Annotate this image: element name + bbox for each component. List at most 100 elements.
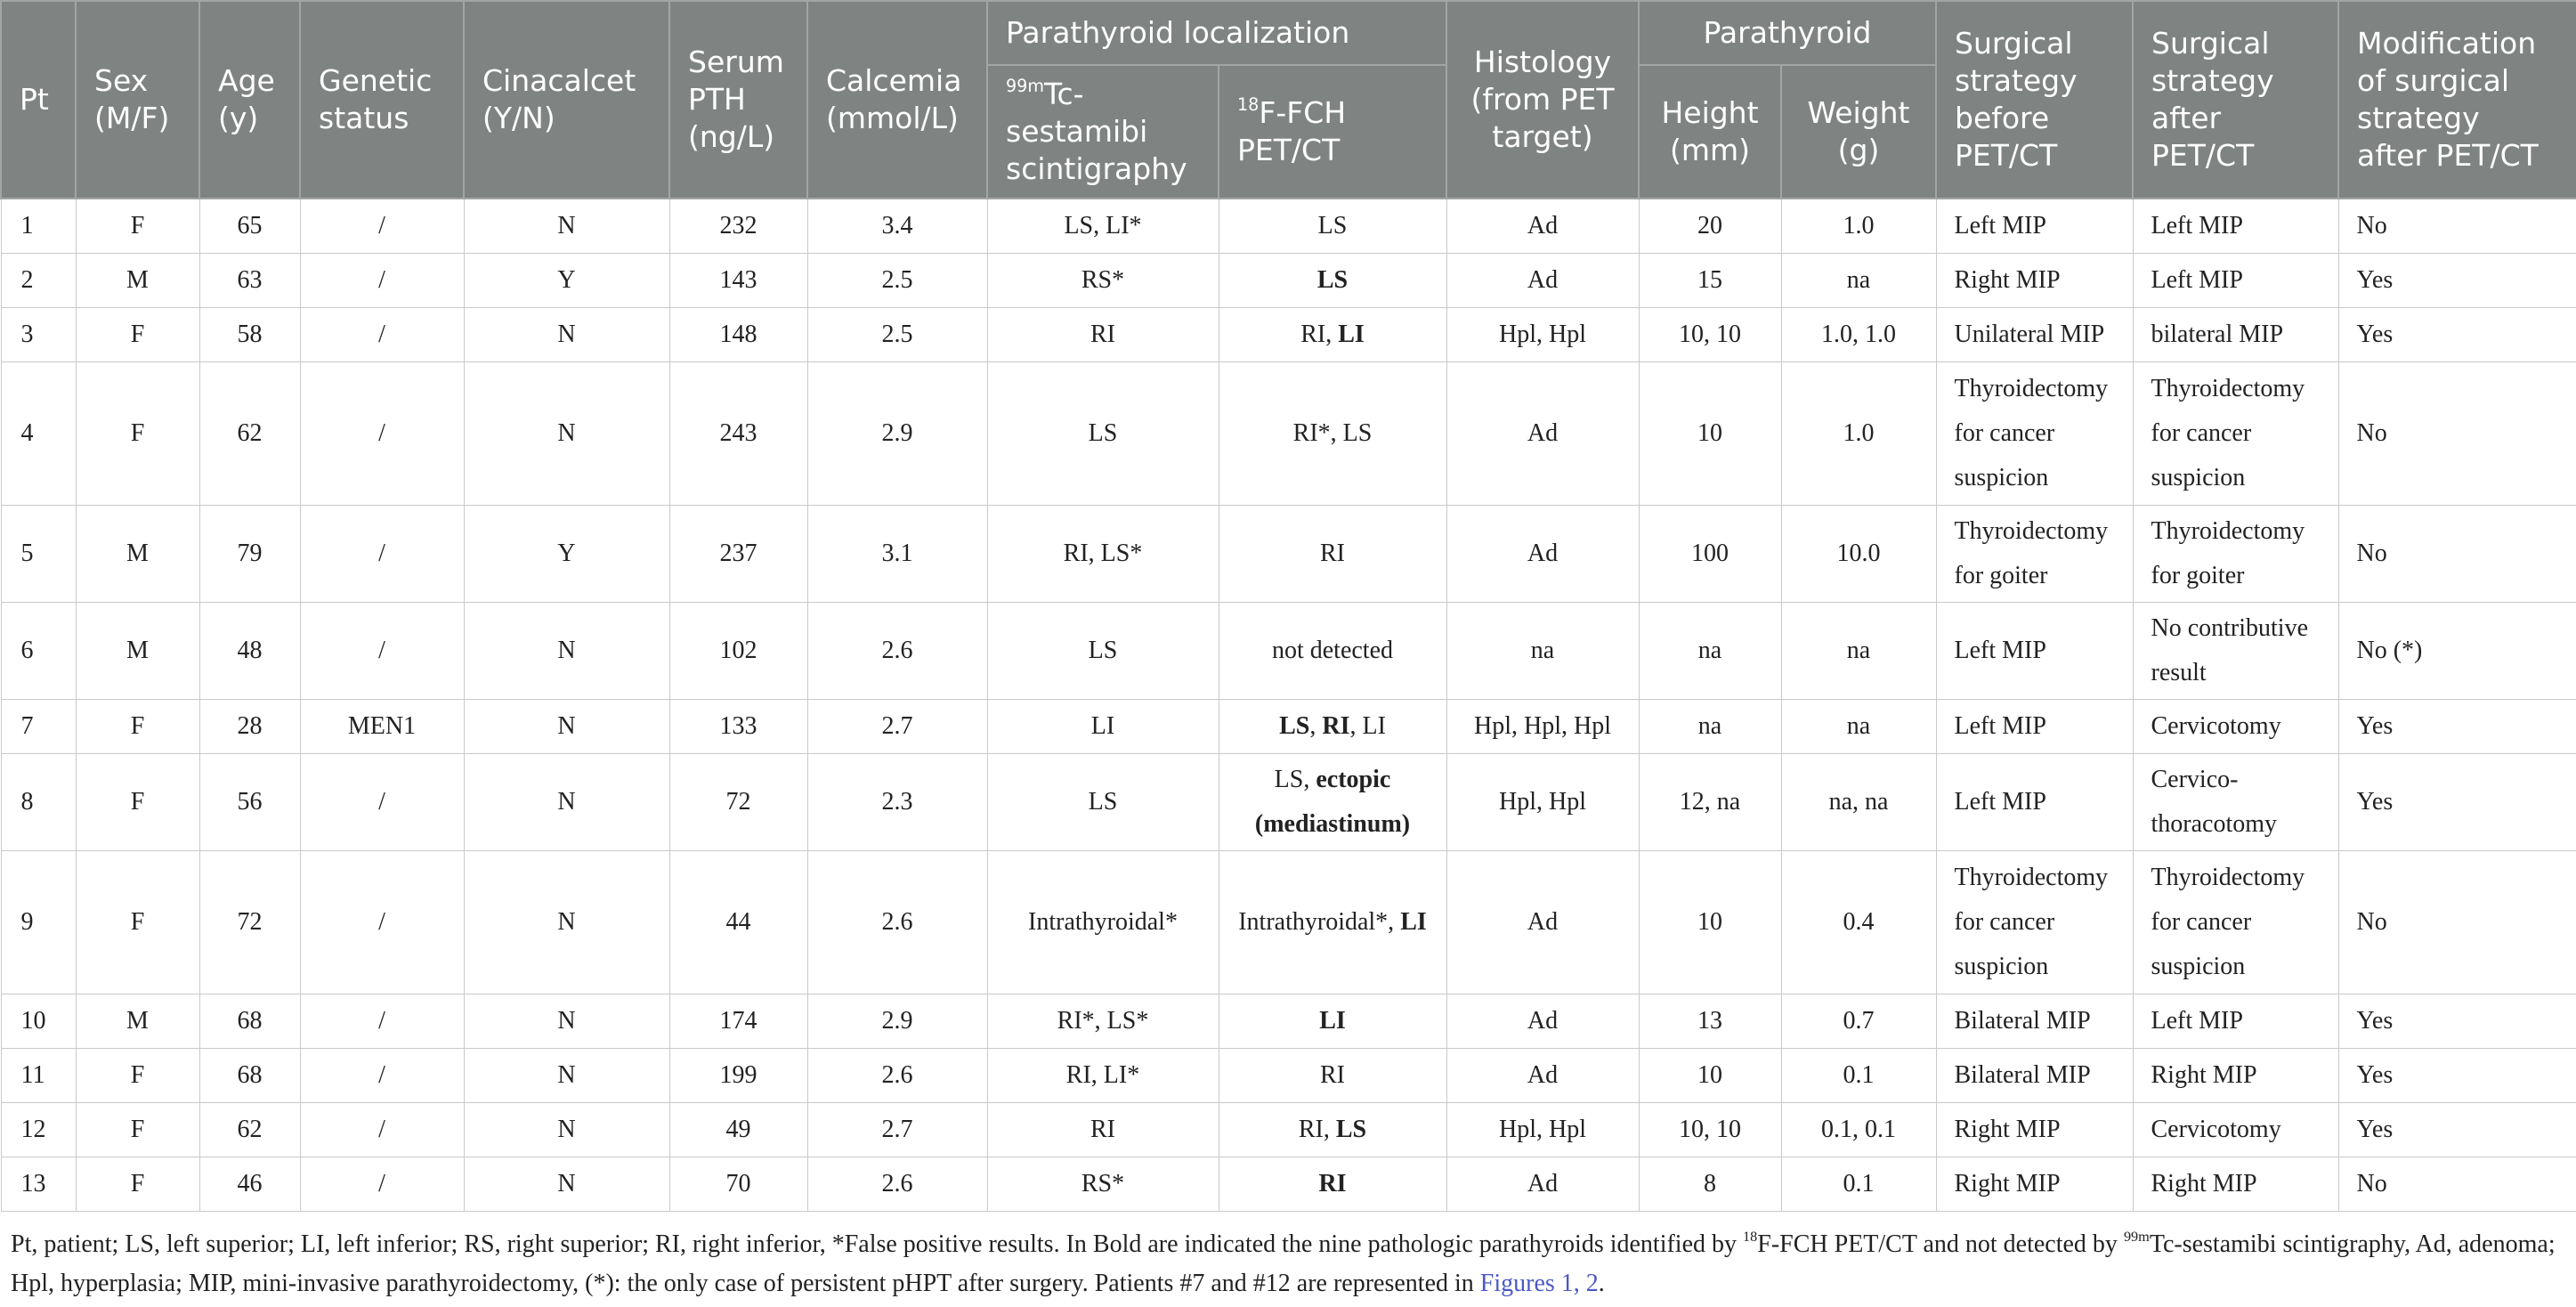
cell-strategy-after: Thyroidectomy for cancer suspicion bbox=[2132, 361, 2339, 506]
cell-height: na bbox=[1638, 699, 1782, 754]
cell-weight: 0.1 bbox=[1780, 1048, 1937, 1103]
cell-height: 10, 10 bbox=[1638, 307, 1782, 362]
cell-histology: Ad bbox=[1446, 1048, 1640, 1103]
pet-finding: RI, bbox=[1300, 321, 1339, 348]
cell-modification: Yes bbox=[2337, 699, 2576, 754]
cell-sex: F bbox=[75, 307, 200, 362]
cell-pet-ct: LS bbox=[1218, 198, 1447, 254]
cell-age: 46 bbox=[198, 1157, 301, 1212]
cell-pet-ct: LS bbox=[1218, 253, 1447, 308]
cell-strategy-before: Unilateral MIP bbox=[1935, 307, 2134, 362]
cell-scintigraphy: LS bbox=[986, 361, 1219, 506]
cell-calcemia: 3.1 bbox=[806, 505, 988, 603]
table-row: 13 F 46/N 70 2.6 RS* RI Ad 8 0.1 Right MIP Right MI… bbox=[0, 1157, 2576, 1212]
cell-scintigraphy: RS* bbox=[986, 1157, 1219, 1212]
cell-height: 10 bbox=[1638, 850, 1782, 994]
cell-genetic-status: / bbox=[299, 361, 465, 506]
cell-height: 10 bbox=[1638, 361, 1782, 506]
cell-modification: No bbox=[2337, 850, 2576, 994]
pet-finding: RI bbox=[1320, 540, 1345, 567]
cell-serum-pth: 70 bbox=[668, 1157, 808, 1212]
cell-strategy-after: Right MIP bbox=[2132, 1048, 2339, 1103]
cell-cinacalcet: N bbox=[463, 994, 670, 1049]
pet-finding-bold: LS bbox=[1335, 1116, 1367, 1143]
cell-serum-pth: 102 bbox=[668, 602, 808, 700]
pet-finding: Intrathyroidal*, bbox=[1238, 908, 1401, 936]
cell-age: 72 bbox=[198, 850, 301, 994]
cell-cinacalcet: Y bbox=[463, 253, 670, 308]
cell-weight: 0.1 bbox=[1780, 1157, 1937, 1212]
cell-sex: F bbox=[75, 850, 200, 994]
cell-cinacalcet: N bbox=[463, 602, 670, 700]
cell-sex: F bbox=[75, 1102, 200, 1157]
cell-serum-pth: 44 bbox=[668, 850, 808, 994]
pet-finding-bold: LS bbox=[1316, 266, 1349, 294]
cell-strategy-before: Left MIP bbox=[1935, 699, 2134, 754]
cell-histology: Ad bbox=[1446, 994, 1640, 1049]
cell-modification: No bbox=[2337, 198, 2576, 254]
cell-age: 68 bbox=[198, 1048, 301, 1103]
cell-strategy-after: No contributive result bbox=[2132, 602, 2339, 700]
cell-pet-ct: RI, LI bbox=[1218, 307, 1447, 362]
pet-finding: LS bbox=[1317, 212, 1348, 239]
pet-finding-bold: LI bbox=[1400, 908, 1427, 936]
cell-strategy-after: Thyroidectomy for goiter bbox=[2132, 505, 2339, 603]
cell-histology: Hpl, Hpl bbox=[1446, 307, 1640, 362]
cell-modification: Yes bbox=[2337, 307, 2576, 362]
cell-sex: M bbox=[75, 994, 200, 1049]
cell-strategy-before: Bilateral MIP bbox=[1935, 994, 2134, 1049]
pet-finding: not detected bbox=[1271, 637, 1394, 664]
cell-pet-ct: RI bbox=[1218, 1157, 1447, 1212]
cell-scintigraphy: Intrathyroidal* bbox=[986, 850, 1219, 994]
cell-age: 62 bbox=[198, 361, 301, 506]
cell-pet-ct: LS, RI, LI bbox=[1218, 699, 1447, 754]
cell-histology: Ad bbox=[1446, 253, 1640, 308]
cell-weight: na bbox=[1780, 602, 1937, 700]
cell-cinacalcet: N bbox=[463, 1157, 670, 1212]
cell-histology: Hpl, Hpl bbox=[1446, 753, 1640, 851]
cell-patient: 6 bbox=[0, 602, 77, 700]
cell-weight: na bbox=[1780, 699, 1937, 754]
cell-height: 12, na bbox=[1638, 753, 1782, 851]
figures-link[interactable]: Figures 1, 2 bbox=[1479, 1270, 1599, 1297]
cell-strategy-before: Right MIP bbox=[1935, 1157, 2134, 1212]
cell-serum-pth: 243 bbox=[668, 361, 808, 506]
cell-serum-pth: 133 bbox=[668, 699, 808, 754]
cell-weight: 1.0 bbox=[1780, 361, 1937, 506]
table-row: 7 F 28 MEN1 N 133 2.7 LI LS, RI, LI Hpl, Hpl, Hpl… bbox=[0, 699, 2576, 754]
cell-cinacalcet: N bbox=[463, 307, 670, 362]
cell-age: 28 bbox=[198, 699, 301, 754]
header-histology: Histology (from PET target) bbox=[1446, 0, 1640, 199]
cell-genetic-status: / bbox=[299, 1102, 465, 1157]
cell-modification: No bbox=[2337, 505, 2576, 603]
cell-height: 15 bbox=[1638, 253, 1782, 308]
cell-cinacalcet: N bbox=[463, 361, 670, 506]
cell-height: na bbox=[1638, 602, 1782, 700]
cell-weight: na, na bbox=[1780, 753, 1937, 851]
pet-finding-bold: ectopic (mediastinum) bbox=[1254, 766, 1411, 838]
cell-patient: 8 bbox=[0, 753, 77, 851]
cell-serum-pth: 199 bbox=[668, 1048, 808, 1103]
cell-cinacalcet: N bbox=[463, 198, 670, 254]
cell-genetic-status: / bbox=[299, 1048, 465, 1103]
cell-sex: F bbox=[75, 361, 200, 506]
cell-age: 65 bbox=[198, 198, 301, 254]
cell-cinacalcet: Y bbox=[463, 505, 670, 603]
cell-modification: No (*) bbox=[2337, 602, 2576, 700]
header-cinacalcet: Cinacalcet (Y/N) bbox=[463, 0, 670, 199]
cell-strategy-after: Thyroidectomy for cancer suspicion bbox=[2132, 850, 2339, 994]
table-row: 12 F 62/N 49 2.7 RI RI, LS Hpl, Hpl 10, 10 0.1, 0… bbox=[0, 1102, 2576, 1157]
cell-cinacalcet: N bbox=[463, 699, 670, 754]
cell-calcemia: 2.5 bbox=[806, 307, 988, 362]
cell-serum-pth: 237 bbox=[668, 505, 808, 603]
header-strategy-before: Surgical strategy before PET/CT bbox=[1935, 0, 2134, 199]
cell-strategy-before: Left MIP bbox=[1935, 198, 2134, 254]
pet-finding: , LI bbox=[1349, 712, 1386, 740]
cell-genetic-status: / bbox=[299, 850, 465, 994]
header-scintigraphy: 99mTc-sestamibi scintigraphy bbox=[986, 64, 1219, 199]
pet-finding-bold: RI bbox=[1318, 1170, 1347, 1197]
pet-finding-bold: LI bbox=[1319, 1007, 1346, 1035]
cell-cinacalcet: N bbox=[463, 753, 670, 851]
cell-modification: Yes bbox=[2337, 1102, 2576, 1157]
cell-weight: 0.7 bbox=[1780, 994, 1937, 1049]
